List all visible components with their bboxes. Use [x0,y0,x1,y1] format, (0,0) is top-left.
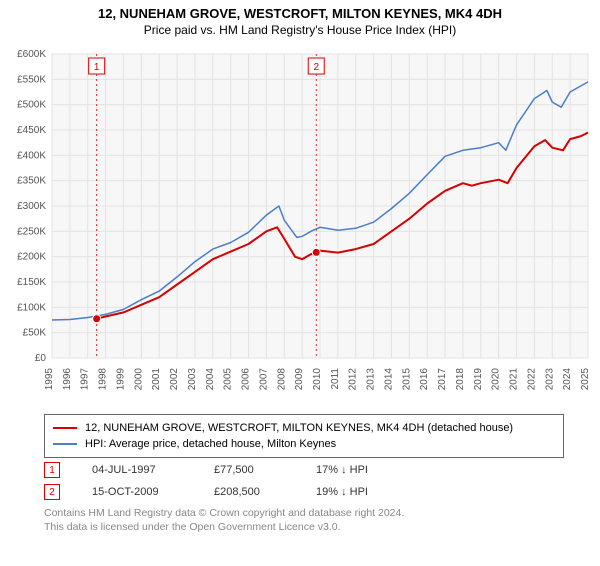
svg-text:1996: 1996 [62,368,73,391]
svg-text:£600K: £600K [17,49,46,60]
svg-text:£100K: £100K [17,302,46,313]
svg-text:2016: 2016 [419,368,430,391]
svg-text:£300K: £300K [17,201,46,212]
svg-text:2012: 2012 [348,368,359,391]
chart-card: { "title": "12, NUNEHAM GROVE, WESTCROFT… [0,6,600,566]
svg-text:1: 1 [94,62,100,73]
svg-text:£350K: £350K [17,176,46,187]
svg-text:£50K: £50K [23,328,47,339]
sale-marker-1: 1 [44,462,60,478]
svg-text:£500K: £500K [17,100,46,111]
svg-text:2015: 2015 [401,368,412,391]
chart-subtitle: Price paid vs. HM Land Registry's House … [0,23,600,37]
footer: 1 04-JUL-1997 £77,500 17% ↓ HPI 2 15-OCT… [44,462,564,534]
legend-swatch-hpi [53,443,77,445]
svg-text:2017: 2017 [437,368,448,391]
svg-text:2019: 2019 [473,368,484,391]
svg-text:2009: 2009 [294,368,305,391]
svg-text:2006: 2006 [241,368,252,391]
svg-text:1995: 1995 [44,368,55,391]
svg-text:£0: £0 [35,353,47,364]
svg-text:1997: 1997 [80,368,91,391]
svg-text:2: 2 [313,62,319,73]
svg-text:2004: 2004 [205,368,216,391]
sale-date-1: 04-JUL-1997 [92,464,182,476]
sale-price-2: £208,500 [214,486,284,498]
sale-marker-2: 2 [44,484,60,500]
svg-text:2002: 2002 [169,368,180,391]
svg-text:2005: 2005 [223,368,234,391]
sale-row-2: 2 15-OCT-2009 £208,500 19% ↓ HPI [44,484,564,500]
line-chart-svg: £0 £50K £100K £150K £200K £250K £300K £350K £400… [0,46,600,406]
legend-label-hpi: HPI: Average price, detached house, Milt… [85,436,336,452]
svg-text:£200K: £200K [17,252,46,263]
svg-text:£400K: £400K [17,150,46,161]
svg-text:1998: 1998 [98,368,109,391]
license-line-2: This data is licensed under the Open Gov… [44,520,564,534]
svg-text:2025: 2025 [580,368,591,391]
legend: 12, NUNEHAM GROVE, WESTCROFT, MILTON KEY… [44,414,564,458]
svg-text:2014: 2014 [383,368,394,391]
license-line-1: Contains HM Land Registry data © Crown c… [44,506,564,520]
svg-text:2022: 2022 [526,368,537,391]
legend-row-property: 12, NUNEHAM GROVE, WESTCROFT, MILTON KEY… [53,420,555,436]
svg-text:2010: 2010 [312,368,323,391]
svg-text:2011: 2011 [330,368,341,390]
svg-text:£150K: £150K [17,277,46,288]
svg-text:2018: 2018 [455,368,466,391]
chart-title: 12, NUNEHAM GROVE, WESTCROFT, MILTON KEY… [0,6,600,21]
svg-text:£450K: £450K [17,125,46,136]
svg-text:2007: 2007 [258,368,269,391]
svg-text:2001: 2001 [151,368,162,391]
svg-text:1999: 1999 [115,368,126,391]
sale-delta-1: 17% ↓ HPI [316,464,368,476]
svg-text:2024: 2024 [562,368,573,391]
license-text: Contains HM Land Registry data © Crown c… [44,506,564,534]
svg-text:2008: 2008 [276,368,287,391]
sale-date-2: 15-OCT-2009 [92,486,182,498]
svg-text:2020: 2020 [491,368,502,391]
legend-swatch-property [53,427,77,429]
sale-price-1: £77,500 [214,464,284,476]
sale-delta-2: 19% ↓ HPI [316,486,368,498]
svg-text:£550K: £550K [17,74,46,85]
legend-label-property: 12, NUNEHAM GROVE, WESTCROFT, MILTON KEY… [85,420,513,436]
svg-text:2000: 2000 [133,368,144,391]
svg-text:2013: 2013 [366,368,377,391]
legend-row-hpi: HPI: Average price, detached house, Milt… [53,436,555,452]
sale-row-1: 1 04-JUL-1997 £77,500 17% ↓ HPI [44,462,564,478]
svg-text:2023: 2023 [544,368,555,391]
svg-text:2003: 2003 [187,368,198,391]
chart-area: £0 £50K £100K £150K £200K £250K £300K £350K £400… [0,46,600,406]
svg-text:£250K: £250K [17,226,46,237]
svg-text:2021: 2021 [509,368,520,391]
